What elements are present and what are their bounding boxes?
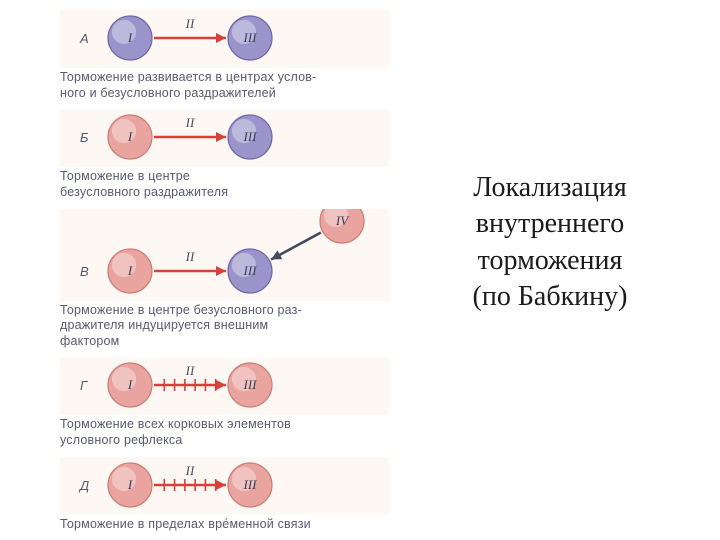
- node-label-I: I: [127, 30, 133, 45]
- title-line-3: торможения: [478, 245, 623, 276]
- title-line-4: (по Бабкину): [473, 281, 628, 312]
- node-label-III: III: [243, 30, 258, 45]
- node-label-I: I: [127, 377, 133, 392]
- node-highlight: [112, 119, 136, 143]
- title-line-1: Локализация: [473, 172, 626, 203]
- panel-V: IIIIIIIVВТорможение в центре безусловног…: [60, 209, 400, 350]
- panel-label-D: Д: [80, 478, 89, 493]
- arrow-label: II: [185, 249, 195, 264]
- panel-caption-V: Торможение в центре безусловного раз-дра…: [60, 303, 400, 350]
- node-label-IV: IV: [335, 213, 350, 228]
- panel-caption-A: Торможение развивается в центрах услов-н…: [60, 70, 400, 101]
- node-label-III: III: [243, 477, 258, 492]
- panel-label-A: А: [80, 31, 89, 46]
- panel-B: IIIIIIБТорможение в центребезусловного р…: [60, 109, 400, 200]
- arrow-label: II: [185, 115, 195, 130]
- title-line-2: внутреннего: [476, 208, 624, 239]
- panel-A: IIIIIIАТорможение развивается в центрах …: [60, 10, 400, 101]
- panel-svg: IIIIII: [60, 357, 390, 415]
- panel-svg: IIIIIIIV: [60, 209, 390, 301]
- node-label-I: I: [127, 129, 133, 144]
- panel-svg: IIIIII: [60, 457, 390, 515]
- node-highlight: [112, 367, 136, 391]
- main-title: Локализация внутреннего торможения (по Б…: [400, 170, 700, 316]
- panel-D: IIIIIIДТорможение в пределах вре́менной …: [60, 457, 400, 533]
- node-highlight: [112, 252, 136, 276]
- node-label-III: III: [243, 129, 258, 144]
- panel-label-B: Б: [80, 130, 88, 145]
- node-label-III: III: [243, 263, 258, 278]
- node-highlight: [112, 467, 136, 491]
- diagram-column: IIIIIIАТорможение развивается в центрах …: [60, 10, 400, 540]
- arrow-label: II: [185, 363, 195, 378]
- panel-svg: IIIIII: [60, 10, 390, 68]
- node-label-I: I: [127, 477, 133, 492]
- panel-label-V: В: [80, 264, 89, 279]
- panel-caption-D: Торможение в пределах вре́менной связи: [60, 517, 400, 533]
- arrow-label: II: [185, 463, 195, 478]
- panel-label-G: Г: [80, 378, 87, 393]
- node-highlight: [112, 20, 136, 44]
- arrow-label: II: [185, 16, 195, 31]
- panel-G: IIIIIIГТорможение всех корковых элементо…: [60, 357, 400, 448]
- node-label-III: III: [243, 377, 258, 392]
- node-label-I: I: [127, 263, 133, 278]
- panel-svg: IIIIII: [60, 109, 390, 167]
- panel-caption-B: Торможение в центребезусловного раздражи…: [60, 169, 400, 200]
- panel-caption-G: Торможение всех корковых элементовусловн…: [60, 417, 400, 448]
